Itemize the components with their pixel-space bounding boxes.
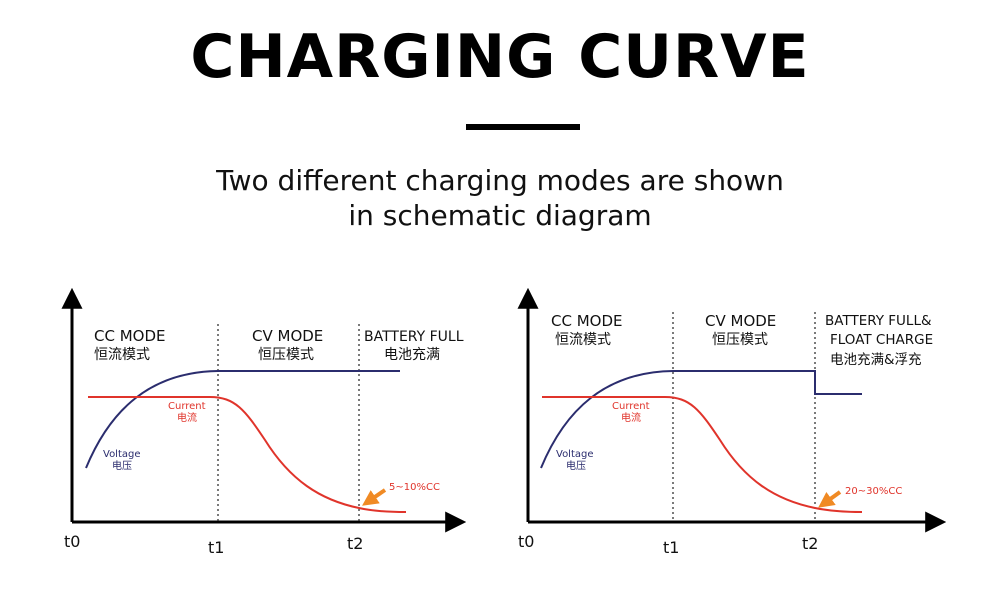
current-label: Current [612, 401, 650, 412]
current-label: Current [168, 401, 206, 412]
zone-full-label: BATTERY FULL& [825, 313, 932, 329]
zone-cv-label: CV MODE [252, 327, 323, 345]
page-title: CHARGING CURVE [190, 22, 810, 92]
current-curve [542, 396, 863, 513]
zone-cc-label-cn: 恒流模式 [94, 347, 150, 363]
voltage-label: Voltage [103, 449, 141, 460]
zone-cv-label: CV MODE [705, 312, 776, 330]
voltage-label: Voltage [556, 449, 594, 460]
subtitle-line-2: in schematic diagram [348, 199, 652, 232]
voltage-curve [540, 370, 862, 469]
current-label-cn: 电流 [621, 411, 641, 424]
zone-cv-label-cn: 恒压模式 [258, 347, 314, 363]
diagram-float-charge: CC MODE 恒流模式 CV MODE 恒压模式 BATTERY FULL& … [517, 287, 947, 557]
voltage-label-cn: 电压 [566, 459, 586, 472]
zone-full-label: BATTERY FULL [364, 329, 464, 345]
zone-full-label-cn: 电池充满&浮充 [830, 352, 922, 368]
tick-t0: t0 [518, 532, 534, 551]
voltage-curve [85, 370, 400, 469]
current-curve [88, 396, 407, 513]
subtitle-line-1: Two different charging modes are shown [216, 164, 784, 197]
tick-t1: t1 [663, 538, 679, 557]
tick-t0: t0 [64, 532, 80, 551]
title-underline [466, 124, 580, 130]
tick-t1: t1 [208, 538, 224, 557]
zone-cc-label-cn: 恒流模式 [555, 332, 611, 348]
zone-cc-label: CC MODE [551, 312, 623, 330]
zone-full-label-cn: 电池充满 [384, 347, 440, 363]
zone-cc-label: CC MODE [94, 327, 166, 345]
zone-cv-label-cn: 恒压模式 [712, 332, 768, 348]
annotation-text: 5~10%CC [389, 482, 440, 493]
voltage-label-cn: 电压 [112, 459, 132, 472]
current-label-cn: 电流 [177, 411, 197, 424]
diagram-cc-cv: CC MODE 恒流模式 CV MODE 恒压模式 BATTERY FULL 电… [61, 287, 467, 557]
tick-t2: t2 [802, 534, 818, 553]
zone-float-label: FLOAT CHARGE [830, 332, 933, 348]
annotation-arrow [362, 488, 387, 506]
annotation-text: 20~30%CC [845, 486, 902, 497]
annotation-arrow [818, 490, 842, 508]
tick-t2: t2 [347, 534, 363, 553]
